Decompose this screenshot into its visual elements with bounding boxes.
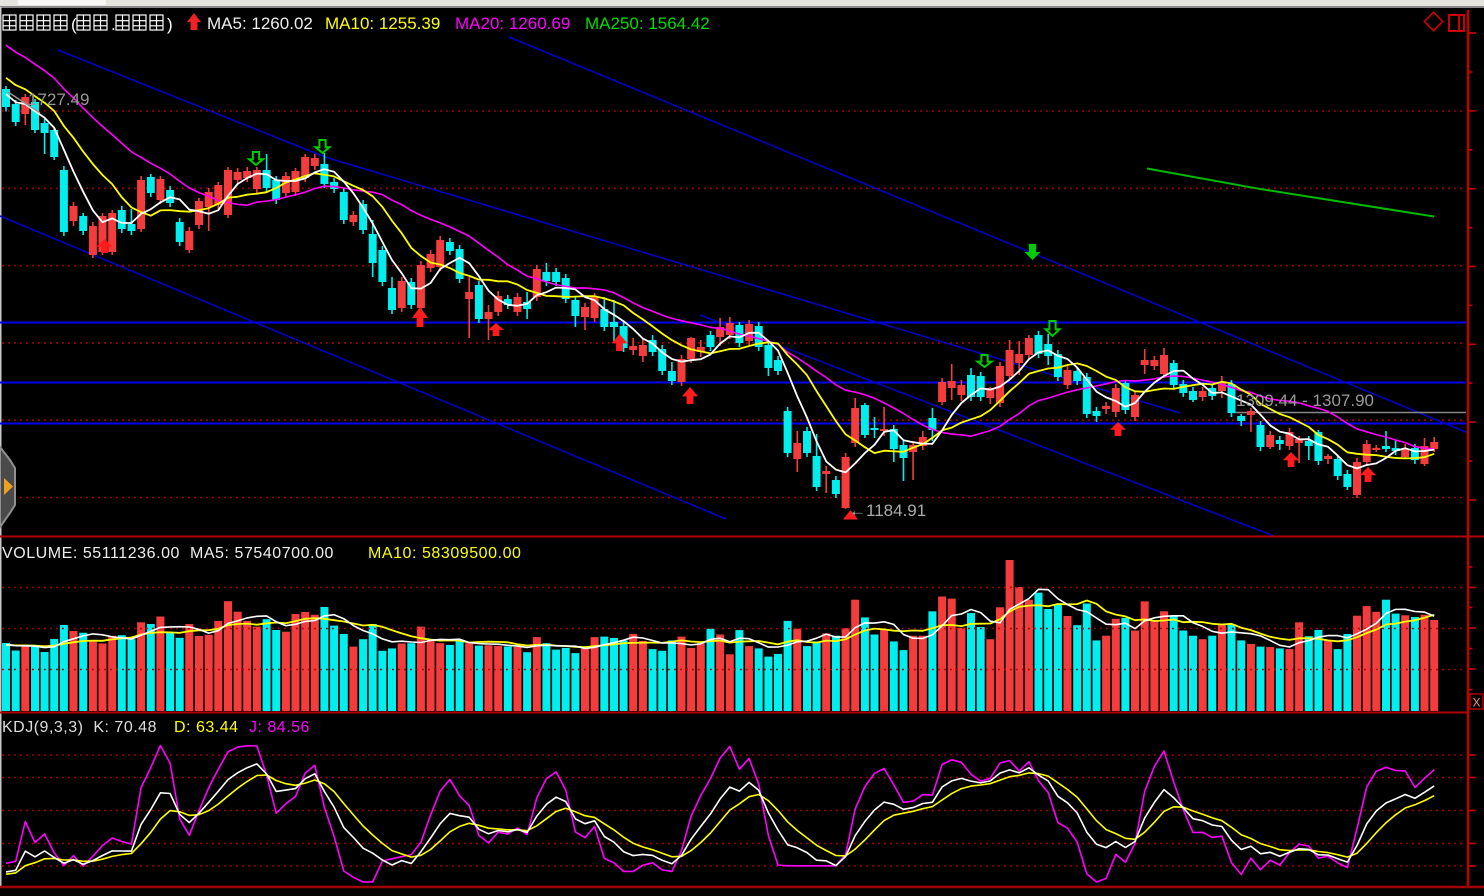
- svg-text:(: (: [71, 15, 77, 34]
- svg-text:X: X: [1473, 696, 1481, 710]
- svg-text:1727.49: 1727.49: [28, 90, 89, 109]
- svg-text:): ): [167, 15, 173, 34]
- svg-text:J: 84.56: J: 84.56: [249, 719, 310, 736]
- svg-text:MA10: 1255.39: MA10: 1255.39: [325, 14, 440, 33]
- svg-text:D: 63.44: D: 63.44: [174, 719, 238, 736]
- svg-text:MA5: 1260.02: MA5: 1260.02: [207, 14, 313, 33]
- svg-text:KDJ(9,3,3) K: 70.48: KDJ(9,3,3) K: 70.48: [2, 719, 157, 736]
- svg-text:.: .: [111, 15, 116, 34]
- svg-text:MA20: 1260.69: MA20: 1260.69: [455, 14, 570, 33]
- svg-text:MA250: 1564.42: MA250: 1564.42: [585, 14, 710, 33]
- svg-text:VOLUME: 55111236.00 MA5: 5754: VOLUME: 55111236.00 MA5: 57540700.00: [2, 545, 334, 562]
- svg-text:1309.44 - 1307.90: 1309.44 - 1307.90: [1236, 391, 1374, 410]
- svg-text:MA10: 58309500.00: MA10: 58309500.00: [368, 545, 521, 562]
- svg-text:←1184.91: ←1184.91: [849, 501, 926, 520]
